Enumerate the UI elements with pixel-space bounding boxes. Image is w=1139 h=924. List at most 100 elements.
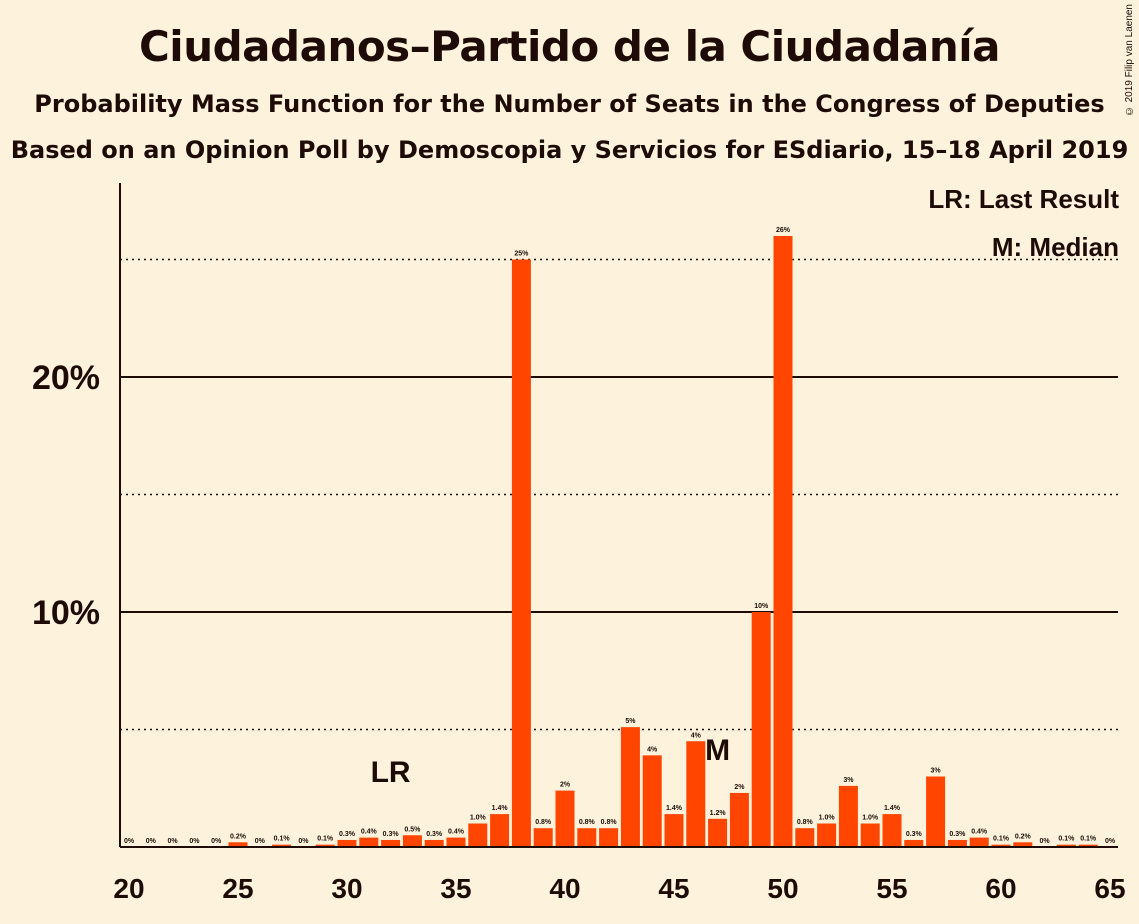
bar-value-label: 1.4% [666,805,683,812]
x-tick-label: 65 [1094,873,1125,904]
bar-seats-33 [402,835,422,847]
bar-value-label: 0% [189,838,200,845]
bar-value-label: 1.0% [862,815,879,822]
bar-seats-42 [599,828,619,847]
bar-value-label: 2% [560,782,571,789]
bar-value-label: 0% [168,838,179,845]
bar-seats-48 [729,792,749,847]
x-tick-label: 30 [331,873,362,904]
bar-value-label: 0.8% [797,819,814,826]
x-tick-label: 25 [222,873,253,904]
bar-seats-57 [926,776,946,847]
bar-value-label: 4% [647,746,658,753]
bar-seats-39 [533,828,553,847]
bar-value-label: 0.1% [317,836,334,843]
bar-seats-35 [446,837,466,847]
bar-seats-56 [904,839,924,847]
bar-seats-47 [708,818,728,847]
bar-value-label: 1.4% [884,805,901,812]
bar-seats-38 [511,259,531,847]
bar-value-label: 2% [734,784,745,791]
bar-seats-53 [838,785,858,847]
bar-value-label: 0% [1040,838,1051,845]
bar-value-label: 3% [931,768,942,775]
bar-value-label: 25% [514,251,529,258]
bar-value-label: 4% [691,732,702,739]
legend-last-result: LR: Last Result [928,184,1119,214]
x-tick-label: 40 [549,873,580,904]
y-tick-label: 10% [32,594,100,632]
bar-seats-50 [773,236,793,847]
bar-seats-60 [991,844,1011,847]
bar-seats-25 [228,842,248,847]
bar-value-label: 0.3% [383,831,400,838]
bar-seats-45 [664,814,684,847]
bar-seats-61 [1013,842,1033,847]
bar-value-label: 3% [843,777,854,784]
median-marker: M [705,734,730,767]
bar-value-label: 0.1% [993,836,1010,843]
bar-seats-27 [272,844,292,847]
bar-value-label: 0.4% [361,829,378,836]
bar-value-label: 0.1% [1080,836,1097,843]
bar-seats-30 [337,839,357,847]
bar-value-label: 0% [124,838,135,845]
bar-seats-43 [620,727,640,847]
y-tick-label: 20% [32,359,100,397]
bar-value-label: 1.4% [492,805,509,812]
bar-value-label: 0.3% [906,831,923,838]
chart-source-line: Based on an Opinion Poll by Demoscopia y… [10,136,1129,164]
bar-value-label: 26% [776,227,791,234]
bar-seats-59 [969,837,989,847]
last-result-marker: LR [371,756,411,789]
bar-seats-58 [947,839,967,847]
x-tick-label: 35 [440,873,471,904]
chart-subtitle: Probability Mass Function for the Number… [34,90,1105,118]
x-tick-label: 60 [985,873,1016,904]
bar-value-label: 0.3% [426,831,443,838]
bar-value-label: 0% [255,838,266,845]
bar-value-label: 10% [754,603,769,610]
bar-value-label: 0% [298,838,309,845]
bar-value-label: 0.2% [230,833,247,840]
bar-seats-46 [686,741,706,847]
bar-value-label: 0.1% [274,836,291,843]
bar-value-label: 0.4% [448,829,465,836]
x-tick-label: 20 [113,873,144,904]
x-tick-label: 45 [658,873,689,904]
bar-value-label: 0.2% [1015,833,1032,840]
bar-value-label: 0.8% [601,819,618,826]
bar-seats-49 [751,612,771,847]
bar-seats-64 [1078,844,1098,847]
x-tick-label: 50 [767,873,798,904]
bar-seats-55 [882,814,902,847]
bar-value-label: 0.3% [339,831,356,838]
bar-seats-29 [315,844,335,847]
bar-seats-37 [490,814,510,847]
bar-value-label: 0.3% [949,831,966,838]
bar-seats-41 [577,828,597,847]
bar-value-label: 1.0% [819,815,836,822]
bar-seats-63 [1056,844,1076,847]
legend-median: M: Median [991,232,1119,262]
bar-seats-32 [381,839,401,847]
chart-title: Ciudadanos–Partido de la Ciudadanía [138,22,1001,71]
bar-seats-44 [642,755,662,847]
bar-value-label: 0% [211,838,222,845]
x-tick-label: 55 [876,873,907,904]
bar-value-label: 0% [1105,838,1116,845]
bar-seats-36 [468,823,488,847]
bar-value-label: 0.8% [579,819,596,826]
bar-seats-40 [555,790,575,847]
bar-value-label: 0% [146,838,157,845]
bar-value-label: 1.2% [710,810,727,817]
bar-seats-34 [424,839,444,847]
bar-value-label: 0.1% [1058,836,1075,843]
bar-seats-51 [795,828,815,847]
bar-value-label: 0.5% [404,826,421,833]
bar-seats-54 [860,823,880,847]
bar-value-label: 5% [625,718,636,725]
bar-value-label: 0.8% [535,819,552,826]
bar-seats-31 [359,837,379,847]
